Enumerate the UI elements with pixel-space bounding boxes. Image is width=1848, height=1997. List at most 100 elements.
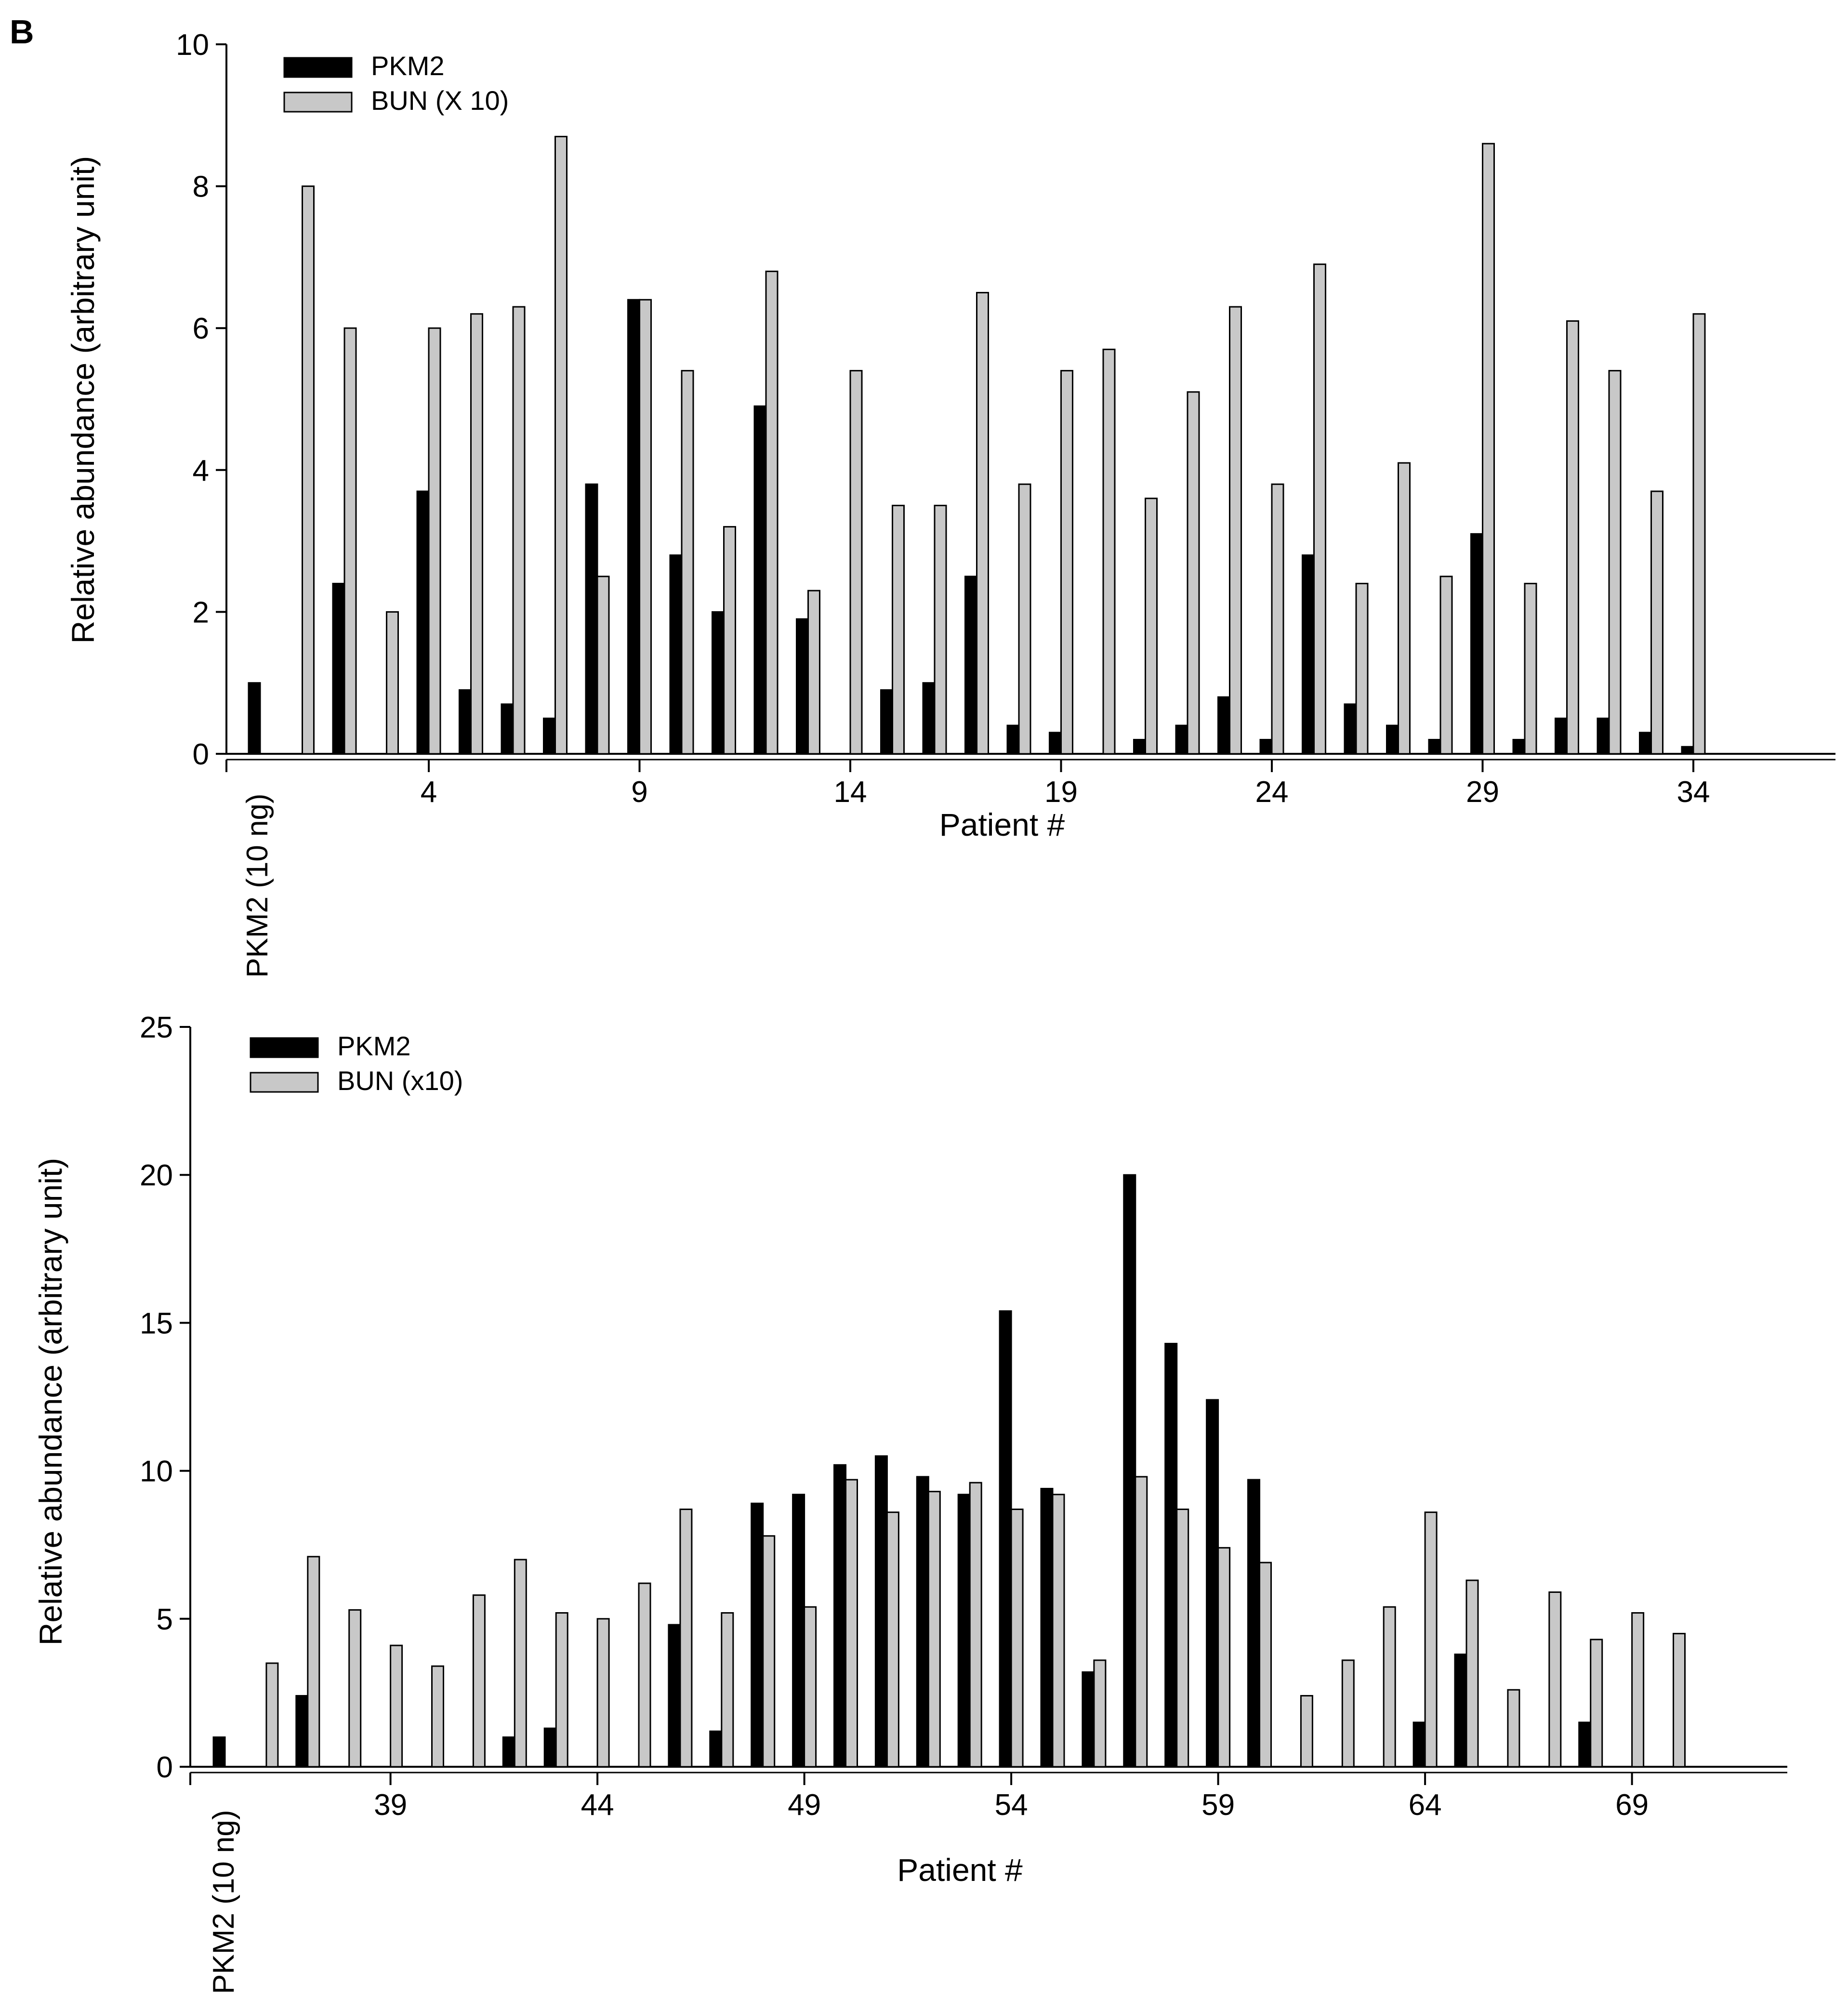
bar-pkm2-58: [1164, 1342, 1178, 1768]
bar-bun-69: [1631, 1612, 1645, 1768]
bar-pkm2-53: [957, 1494, 971, 1768]
bar-pkm2-26: [1344, 703, 1357, 755]
chart-bottom: 0 5 10 15 20 25 Relative abundance (arbitrary …: [33, 1011, 1787, 1994]
y-tick-label: 25: [140, 1011, 173, 1044]
bar-pkm2-48: [751, 1502, 764, 1768]
y-tick-label: 5: [157, 1603, 173, 1636]
bar-pkm2-11: [712, 611, 725, 755]
bar-pkm2-59: [1206, 1399, 1219, 1768]
y-tick-label: 4: [193, 454, 209, 487]
bar-pkm2-PKM2-10-ng-: [248, 682, 261, 755]
bar-bun-38: [348, 1609, 362, 1768]
bar-bun-11: [723, 526, 736, 755]
bar-bun-45: [638, 1582, 651, 1768]
bar-bun-66: [1507, 1689, 1520, 1768]
bar-pkm2-57: [1123, 1174, 1136, 1768]
bar-bun-47: [721, 1612, 734, 1768]
bar-bun-51: [886, 1511, 899, 1768]
legend-label-pkm2: PKM2: [337, 1031, 411, 1061]
bar-bun-44: [596, 1618, 610, 1768]
y-tick-label: 0: [157, 1751, 173, 1784]
bar-pkm2-18: [1006, 724, 1020, 755]
bar-bun-13: [807, 590, 820, 755]
bar-pkm2-47: [709, 1730, 723, 1768]
bar-pkm2-30: [1512, 739, 1526, 755]
legend-swatch-bun: [250, 1072, 319, 1093]
x-axis-label: Patient #: [939, 807, 1065, 842]
y-tick-label: 0: [193, 738, 209, 771]
bar-bun-40: [431, 1665, 444, 1768]
legend-swatch-bun: [283, 92, 353, 113]
bar-pkm2-15: [880, 689, 893, 755]
bar-pkm2-27: [1386, 724, 1399, 755]
bar-bun-52: [927, 1491, 941, 1768]
bar-bun-1: [302, 185, 315, 755]
bar-bun-61: [1300, 1695, 1313, 1768]
bar-pkm2-51: [874, 1455, 888, 1768]
bar-bun-67: [1548, 1591, 1562, 1768]
bar-bun-19: [1060, 370, 1073, 755]
bar-bun-6: [512, 306, 526, 755]
bar-pkm2-31: [1555, 717, 1568, 755]
bar-pkm2-19: [1049, 732, 1062, 755]
bar-bun-55: [1052, 1494, 1065, 1768]
bar-pkm2-13: [796, 618, 809, 755]
legend-label-bun: BUN (x10): [337, 1065, 463, 1096]
x-tick-label: 49: [788, 1788, 821, 1822]
bar-bun-21: [1145, 498, 1158, 755]
bar-bun-60: [1259, 1562, 1272, 1768]
bar-pkm2-21: [1133, 739, 1146, 755]
bar-bun-2: [343, 327, 357, 755]
bar-bun-12: [765, 270, 779, 755]
bar-bun-14: [849, 370, 863, 755]
bar-bun-22: [1187, 391, 1200, 755]
x-tick-label: 64: [1409, 1788, 1442, 1822]
bar-pkm2-6: [501, 703, 514, 755]
bar-bun-23: [1229, 306, 1242, 755]
bar-bun-32: [1608, 370, 1622, 755]
x-first-category-label: PKM2 (10 ng): [241, 793, 274, 978]
bar-bun-56: [1093, 1659, 1107, 1768]
bar-bun-49: [804, 1606, 817, 1768]
bar-pkm2-2: [332, 582, 345, 755]
bar-bun-43: [555, 1612, 568, 1768]
y-tick-label: 6: [193, 312, 209, 345]
bar-pkm2-50: [833, 1464, 846, 1768]
bar-bun-5: [470, 313, 483, 755]
x-tick-label: 19: [1044, 775, 1078, 809]
x-tick-label: 24: [1255, 775, 1289, 809]
x-first-category-label: PKM2 (10 ng): [207, 1810, 240, 1994]
bar-pkm2-12: [753, 405, 767, 755]
bar-pkm2-4: [416, 490, 430, 755]
bar-pkm2-56: [1082, 1671, 1095, 1768]
bar-bun-54: [1010, 1508, 1024, 1768]
bar-pkm2-43: [543, 1727, 557, 1768]
bar-bun-18: [1018, 483, 1031, 755]
legend-label-pkm2: PKM2: [371, 51, 445, 81]
bar-bun-37: [307, 1556, 320, 1768]
bar-pkm2-34: [1681, 746, 1694, 755]
bar-bun-70: [1673, 1633, 1686, 1768]
bar-pkm2-54: [999, 1310, 1012, 1768]
bar-bun-17: [976, 292, 989, 755]
legend: PKM2 BUN (X 10): [283, 51, 509, 116]
bar-bun-4: [428, 327, 441, 755]
bar-pkm2-23: [1217, 696, 1230, 755]
bar-pkm2-60: [1247, 1479, 1260, 1768]
bar-pkm2-28: [1428, 739, 1441, 755]
y-tick-label: 15: [140, 1307, 173, 1340]
bar-bun-7: [554, 135, 568, 755]
bar-bun-57: [1135, 1476, 1148, 1768]
bar-pkm2-7: [543, 717, 556, 755]
bar-bun-53: [969, 1482, 982, 1768]
bar-pkm2-32: [1597, 717, 1610, 755]
bar-pkm2-46: [668, 1624, 681, 1768]
bar-bun-20: [1102, 348, 1116, 755]
bar-bun-42: [514, 1559, 527, 1768]
bar-bun-48: [762, 1535, 776, 1768]
bar-bun-26: [1355, 582, 1369, 755]
bar-bun-10: [681, 370, 694, 755]
bar-bun-39: [390, 1644, 403, 1768]
bar-pkm2-8: [585, 483, 598, 755]
